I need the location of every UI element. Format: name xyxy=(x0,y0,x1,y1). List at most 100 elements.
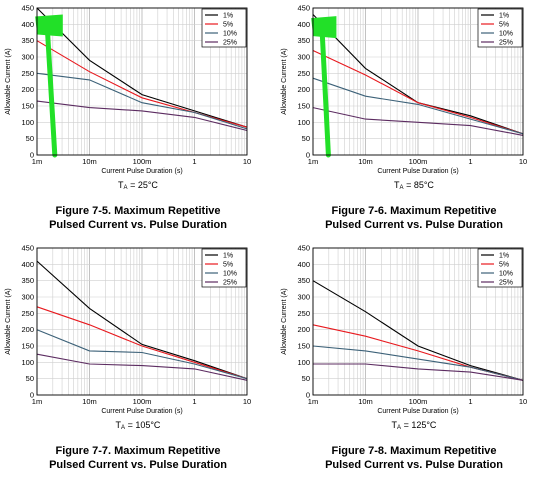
x-tick-label: 1 xyxy=(192,397,196,406)
x-tick-label: 1m xyxy=(32,157,42,166)
y-tick-label: 0 xyxy=(30,151,34,160)
x-axis-label: Current Pulse Duration (s) xyxy=(101,408,182,415)
y-tick-label: 200 xyxy=(297,85,310,94)
series-line-5pct xyxy=(36,306,248,380)
y-tick-label: 400 xyxy=(21,20,34,29)
temperature-condition: TA = 125°C xyxy=(391,420,437,431)
x-tick-label: 1m xyxy=(308,397,318,406)
series-line-25pct xyxy=(312,107,524,136)
legend-label: 10% xyxy=(223,31,237,38)
chart-panel-25c: 0 50 100 150 200 250 300 350 400 450 1m 10m 100m 1 10 C… xyxy=(0,0,276,240)
caption-line-2: Pulsed Current vs. Pulse Duration xyxy=(325,219,503,231)
series-line-10pct xyxy=(36,329,248,380)
legend-label: 25% xyxy=(499,40,513,47)
x-tick-label: 10 xyxy=(519,397,527,406)
legend-label: 25% xyxy=(223,280,237,287)
x-tick-label: 1m xyxy=(308,157,318,166)
y-tick-label: 200 xyxy=(21,85,34,94)
legend: 1% 5% 10% 25% xyxy=(201,8,247,48)
y-tick-label: 450 xyxy=(21,244,34,253)
y-tick-label: 0 xyxy=(30,391,34,400)
y-tick-label: 200 xyxy=(21,325,34,334)
y-tick-label: 200 xyxy=(297,325,310,334)
y-tick-label: 250 xyxy=(21,309,34,318)
legend-label: 25% xyxy=(499,280,513,287)
y-tick-label: 300 xyxy=(297,293,310,302)
x-axis-label: Current Pulse Duration (s) xyxy=(377,168,458,175)
y-tick-label: 250 xyxy=(297,69,310,78)
y-tick-label: 350 xyxy=(21,276,34,285)
x-tick-label: 10m xyxy=(82,157,97,166)
series-line-5pct xyxy=(312,50,524,135)
chart-panel-125c: 0 50 100 150 200 250 300 350 400 450 1m 10m 100m 1 10 C… xyxy=(276,240,552,480)
y-tick-label: 100 xyxy=(21,358,34,367)
chart-svg: 0 50 100 150 200 250 300 350 400 450 1m 10m 100m 1 10 C… xyxy=(281,4,527,176)
plot-frame xyxy=(36,7,248,156)
caption-line-1: Figure 7-8. Maximum Repetitive xyxy=(331,445,497,457)
chart-svg: 0 50 100 150 200 250 300 350 400 450 1m 10m 100m 1 10 C… xyxy=(5,4,251,176)
y-tick-label: 150 xyxy=(297,342,310,351)
x-tick-label: 10m xyxy=(358,157,373,166)
x-tick-label: 1 xyxy=(192,157,196,166)
series-line-25pct xyxy=(36,353,248,381)
x-tick-label: 10m xyxy=(358,397,373,406)
y-tick-label: 400 xyxy=(297,260,310,269)
chart-panel-85c: 0 50 100 150 200 250 300 350 400 450 1m 10m 100m 1 10 C… xyxy=(276,0,552,240)
y-tick-label: 350 xyxy=(21,36,34,45)
highlight-stroke xyxy=(44,20,58,158)
y-axis-label: Allowable Current (A) xyxy=(5,288,12,355)
y-tick-label: 100 xyxy=(297,358,310,367)
y-axis-label: Allowable Current (A) xyxy=(281,48,288,115)
highlight-marker xyxy=(311,16,337,158)
y-axis-label: Allowable Current (A) xyxy=(5,48,12,115)
legend-label: 1% xyxy=(499,253,509,260)
y-tick-label: 50 xyxy=(302,374,310,383)
figure-caption: Figure 7-7. Maximum Repetitive Pulsed Cu… xyxy=(0,444,276,472)
y-tick-label: 0 xyxy=(306,391,310,400)
series-line-10pct xyxy=(36,72,248,130)
caption-line-2: Pulsed Current vs. Pulse Duration xyxy=(325,459,503,471)
chart-svg: 0 50 100 150 200 250 300 350 400 450 1m 10m 100m 1 10 C… xyxy=(5,244,251,416)
caption-line-2: Pulsed Current vs. Pulse Duration xyxy=(49,459,227,471)
x-tick-label: 10 xyxy=(243,397,251,406)
x-tick-label: 100m xyxy=(409,397,428,406)
y-tick-label: 150 xyxy=(21,342,34,351)
legend-label: 10% xyxy=(499,271,513,278)
y-tick-label: 450 xyxy=(297,244,310,253)
y-tick-label: 0 xyxy=(306,151,310,160)
series-line-1pct xyxy=(312,280,524,381)
x-tick-label: 100m xyxy=(133,397,152,406)
series-line-1pct xyxy=(36,7,248,128)
y-tick-label: 50 xyxy=(26,374,34,383)
y-tick-label: 150 xyxy=(21,102,34,111)
y-tick-label: 450 xyxy=(297,4,310,13)
legend-label: 10% xyxy=(223,271,237,278)
y-tick-label: 100 xyxy=(21,118,34,127)
x-tick-label: 1 xyxy=(468,157,472,166)
legend-label: 1% xyxy=(499,13,509,20)
x-tick-label: 1m xyxy=(32,397,42,406)
y-tick-label: 350 xyxy=(297,36,310,45)
x-axis-label: Current Pulse Duration (s) xyxy=(377,408,458,415)
legend-label: 10% xyxy=(499,31,513,38)
caption-line-2: Pulsed Current vs. Pulse Duration xyxy=(49,219,227,231)
series-line-25pct xyxy=(36,100,248,132)
y-tick-label: 50 xyxy=(302,134,310,143)
temperature-condition: TA = 85°C xyxy=(394,180,434,191)
y-tick-label: 400 xyxy=(297,20,310,29)
x-tick-label: 100m xyxy=(133,157,152,166)
y-axis-label: Allowable Current (A) xyxy=(281,288,288,355)
x-tick-label: 10 xyxy=(519,157,527,166)
legend: 1% 5% 10% 25% xyxy=(201,248,247,288)
legend-label: 25% xyxy=(223,40,237,47)
legend-label: 1% xyxy=(223,13,233,20)
legend-label: 5% xyxy=(223,262,233,269)
grid xyxy=(36,247,247,396)
highlight-stroke xyxy=(319,21,331,158)
y-tick-label: 250 xyxy=(297,309,310,318)
series-line-10pct xyxy=(312,345,524,381)
x-tick-label: 10 xyxy=(243,157,251,166)
y-tick-label: 150 xyxy=(297,102,310,111)
x-tick-label: 10m xyxy=(82,397,97,406)
caption-line-1: Figure 7-7. Maximum Repetitive xyxy=(55,445,221,457)
